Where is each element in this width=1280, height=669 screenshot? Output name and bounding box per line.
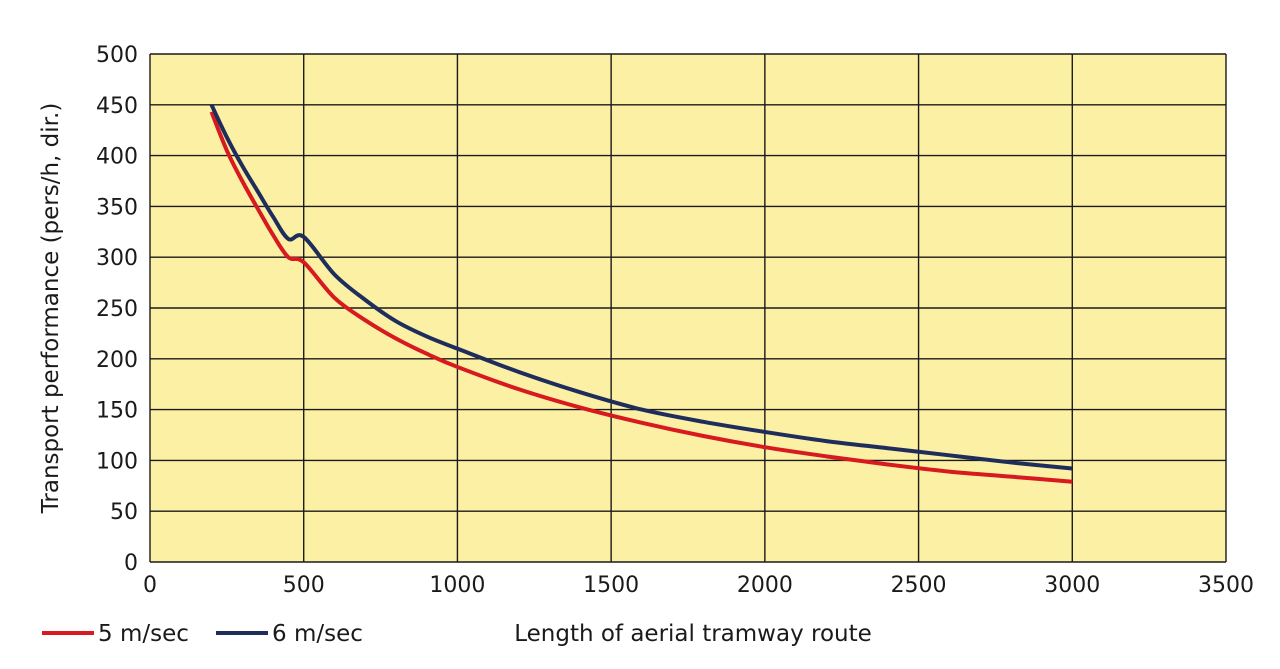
legend-label-5ms: 5 m/sec bbox=[98, 621, 189, 647]
y-tick-label-0: 0 bbox=[124, 551, 138, 576]
y-tick-label-7: 350 bbox=[96, 195, 138, 220]
y-axis-ticks: 0 50 100 150 200 250 300 350 400 450 500 bbox=[96, 43, 138, 576]
series-line-1 bbox=[209, 103, 1073, 471]
x-tick-label-7: 3500 bbox=[1198, 573, 1254, 598]
y-tick-label-6: 300 bbox=[96, 246, 138, 271]
grid-lines bbox=[149, 53, 1227, 563]
x-axis-title: Length of aerial tramway route bbox=[514, 621, 872, 647]
x-tick-label-2: 1000 bbox=[429, 573, 485, 598]
x-tick-label-3: 1500 bbox=[583, 573, 639, 598]
legend: 5 m/sec 6 m/sec bbox=[42, 621, 363, 647]
legend-label-6ms: 6 m/sec bbox=[272, 621, 363, 647]
x-tick-label-4: 2000 bbox=[737, 573, 793, 598]
x-tick-label-5: 2500 bbox=[891, 573, 947, 598]
series-line-0 bbox=[209, 111, 1073, 484]
y-axis-title: Transport performance (pers/h, dir.) bbox=[38, 103, 64, 515]
x-tick-label-0: 0 bbox=[143, 573, 157, 598]
y-tick-label-10: 500 bbox=[96, 43, 138, 68]
series-lines bbox=[209, 103, 1073, 484]
x-axis-ticks: 0 500 1000 1500 2000 2500 3000 3500 bbox=[143, 573, 1254, 598]
y-tick-label-2: 100 bbox=[96, 449, 138, 474]
x-tick-label-1: 500 bbox=[283, 573, 325, 598]
y-tick-label-5: 250 bbox=[96, 297, 138, 322]
y-tick-label-1: 50 bbox=[110, 500, 138, 525]
y-tick-label-4: 200 bbox=[96, 348, 138, 373]
y-tick-label-8: 400 bbox=[96, 145, 138, 170]
y-tick-label-9: 450 bbox=[96, 94, 138, 119]
y-tick-label-3: 150 bbox=[96, 399, 138, 424]
x-tick-label-6: 3000 bbox=[1044, 573, 1100, 598]
